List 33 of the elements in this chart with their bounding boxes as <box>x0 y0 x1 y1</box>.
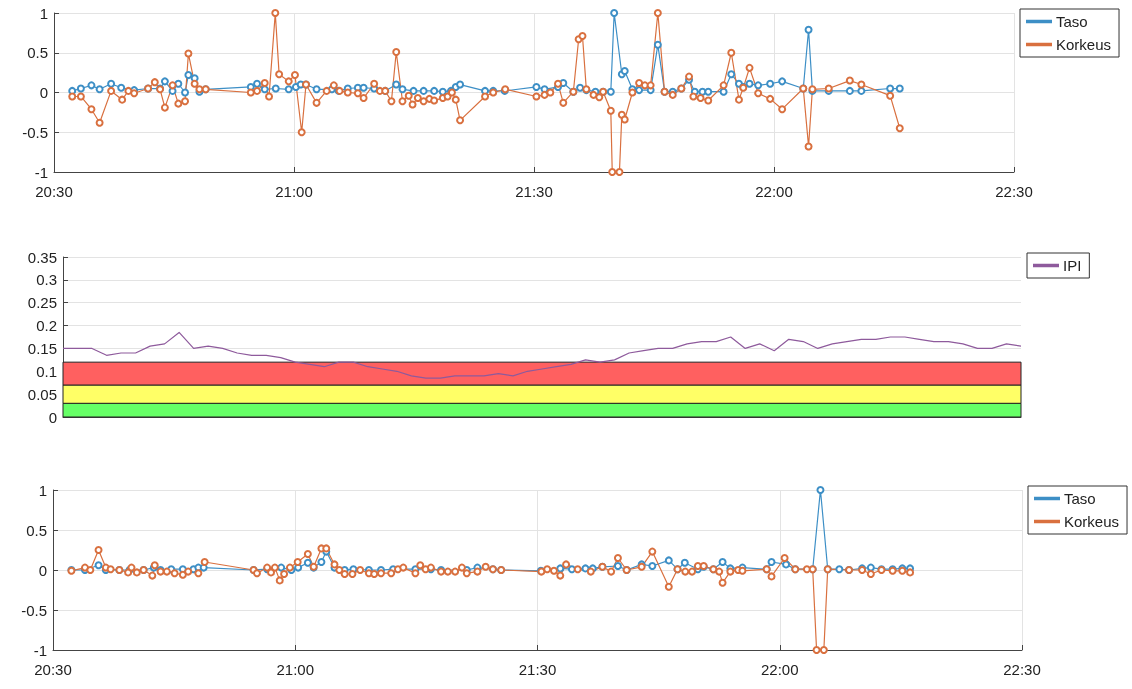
x-tick-label: 21:30 <box>518 661 557 678</box>
y-tick-label: -0.5 <box>21 601 47 619</box>
x-tick-label: 21:00 <box>275 183 313 200</box>
y-tick-label: 1 <box>38 481 47 499</box>
x-tick-label: 22:30 <box>1003 661 1041 678</box>
x-tick-label: 20:30 <box>35 183 73 200</box>
legend-label: Taso <box>1064 490 1096 507</box>
x-tick-label: 22:00 <box>760 661 799 678</box>
x-tick-label: 20:30 <box>34 661 72 678</box>
y-tick-label: 0.05 <box>27 385 57 403</box>
y-tick-label: 0.5 <box>27 44 48 62</box>
y-tick-label: 0 <box>48 408 57 426</box>
y-tick-label: 0 <box>39 84 48 101</box>
legend-label: Taso <box>1056 13 1088 30</box>
y-tick-label: -1 <box>34 163 48 181</box>
y-tick-label: 1 <box>39 4 48 22</box>
legend-label: Korkeus <box>1056 36 1112 53</box>
y-tick-label: 0.5 <box>26 521 47 539</box>
x-tick-label: 21:00 <box>276 661 315 678</box>
x-tick-label: 22:00 <box>755 183 793 200</box>
y-tick-label: 0.25 <box>27 294 57 312</box>
legend-label: Korkeus <box>1064 513 1120 530</box>
x-tick-label: 22:30 <box>995 183 1033 200</box>
y-tick-label: 0.1 <box>36 362 57 380</box>
y-tick-label: -0.5 <box>22 123 48 141</box>
y-tick-label: 0.2 <box>36 317 57 335</box>
x-tick-label: 21:30 <box>515 183 553 200</box>
y-tick-label: 0.15 <box>27 339 57 357</box>
legend-label: IPI <box>1063 257 1082 274</box>
y-tick-label: 0.35 <box>27 248 57 266</box>
y-tick-label: 0 <box>38 561 47 579</box>
y-tick-label: -1 <box>33 641 47 659</box>
y-tick-label: 0.3 <box>36 271 57 289</box>
